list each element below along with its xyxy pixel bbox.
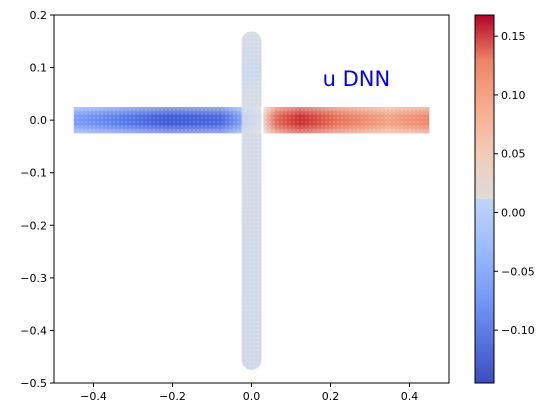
vertical-channel-texture (241, 31, 262, 370)
colorbar-tick-label: −0.05 (501, 265, 535, 278)
x-tick-label: 0.0 (243, 390, 261, 403)
junction (241, 107, 262, 134)
y-tick-label: 0.2 (30, 9, 48, 22)
colorbar-tick-label: −0.10 (501, 324, 535, 337)
y-tick-label: −0.5 (20, 377, 47, 390)
colorbar-tick-label: 0.10 (501, 89, 526, 102)
y-tick-label: −0.1 (20, 167, 47, 180)
colorbar-gradient (474, 14, 495, 384)
colorbar: −0.10 −0.05 0.00 0.05 0.10 0.15 (474, 14, 535, 384)
x-tick-label: −0.2 (159, 390, 186, 403)
y-tick-label: −0.2 (20, 219, 47, 232)
colorbar-tick-label: 0.05 (501, 148, 526, 161)
plot-area: −0.4 −0.2 0.0 0.2 0.4 −0.5 −0.4 −0.3 −0.2 −0.1 0.0… (20, 9, 450, 403)
y-tick-label: 0.1 (30, 62, 48, 75)
x-tick-label: 0.4 (401, 390, 419, 403)
x-tick-label: −0.4 (80, 390, 107, 403)
colorbar-tick-label: 0.00 (501, 207, 526, 220)
colorbar-tick-label: 0.15 (501, 30, 526, 43)
y-tick-label: −0.4 (20, 324, 47, 337)
y-tick-label: 0.0 (30, 114, 48, 127)
annotation-label: u DNN (323, 67, 391, 91)
y-tick-label: −0.3 (20, 272, 47, 285)
x-tick-label: 0.2 (322, 390, 340, 403)
